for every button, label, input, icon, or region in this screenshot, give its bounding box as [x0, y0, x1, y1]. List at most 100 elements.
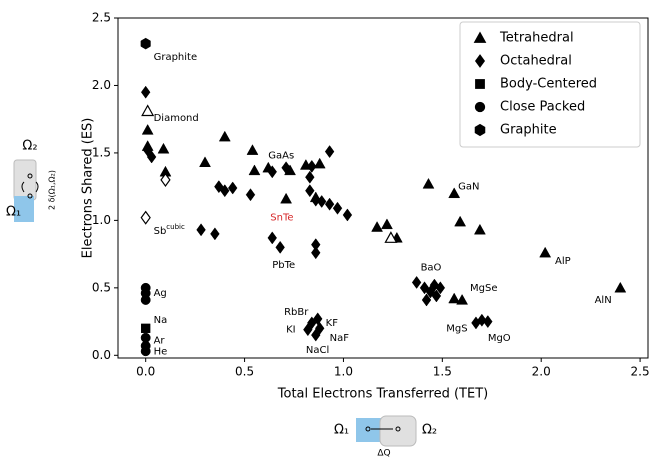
annotation: GaAs — [268, 151, 294, 162]
annotation-text: SnTe — [270, 213, 293, 224]
annotation-text: GaAs — [268, 151, 294, 162]
inset-label: ΔQ — [377, 449, 390, 459]
inset-dot — [27, 173, 33, 179]
point — [141, 123, 154, 135]
point — [332, 201, 343, 215]
annotation: BaO — [421, 263, 442, 274]
point — [483, 315, 493, 329]
annotation-text: GaN — [458, 182, 479, 193]
point — [303, 323, 313, 337]
point — [384, 231, 398, 243]
inset-dot — [395, 426, 401, 432]
point — [421, 293, 432, 307]
x-tick-label: 0.0 — [136, 365, 155, 379]
legend-marker — [474, 54, 486, 68]
point — [316, 195, 327, 208]
point — [324, 145, 335, 159]
point — [431, 289, 442, 303]
point — [311, 246, 321, 260]
inset-label: Ω₂ — [22, 139, 37, 154]
annotation: Diamond — [154, 113, 199, 124]
annotation: GaN — [458, 182, 479, 193]
point — [307, 159, 317, 173]
annotation-text: NaF — [330, 333, 350, 344]
annotation-text: MgO — [488, 333, 511, 344]
annotation: MgO — [488, 333, 511, 344]
annotation: RbBr — [284, 307, 309, 318]
point — [435, 281, 446, 295]
point — [220, 184, 230, 198]
point — [140, 346, 151, 357]
annotation: Ar — [154, 335, 166, 346]
legend-marker — [475, 79, 485, 89]
inset-label: Ω₂ — [422, 423, 437, 438]
annotation: He — [154, 346, 168, 357]
annotation-text: MgSe — [470, 283, 497, 294]
point — [324, 197, 335, 211]
point — [422, 177, 435, 189]
annotation-text: AlP — [555, 256, 571, 267]
point — [196, 223, 206, 237]
x-tick-label: 0.5 — [235, 365, 254, 379]
annotation: AlP — [555, 256, 571, 267]
point — [140, 37, 151, 50]
legend-marker — [474, 123, 486, 137]
annotation-text: AlN — [595, 295, 612, 306]
point — [411, 275, 422, 289]
annotation: Sbcubic — [154, 223, 185, 237]
inset-label: Ω₁ — [6, 205, 21, 220]
legend-box — [459, 21, 641, 148]
point — [305, 170, 315, 184]
point — [267, 231, 277, 245]
annotation-text: Ag — [154, 288, 167, 299]
y-axis-label: Electrons Shared (ES) — [81, 118, 96, 259]
annotation-text: KI — [286, 325, 296, 336]
point — [539, 246, 552, 258]
y-tick-label: 0.5 — [92, 280, 111, 294]
annotation-text: MgS — [446, 323, 467, 334]
annotation-text: NaCl — [306, 345, 329, 356]
inset-dot — [365, 426, 371, 432]
point — [140, 295, 151, 305]
annotation-text: Sb — [154, 226, 167, 237]
point — [381, 218, 393, 230]
point — [140, 210, 151, 225]
annotation-text: BaO — [421, 263, 442, 274]
point — [160, 172, 171, 187]
legend-label: Graphite — [500, 123, 557, 138]
annotation: NaF — [330, 333, 350, 344]
x-tick-label: 2.5 — [631, 365, 650, 379]
inset-arrow — [21, 181, 39, 193]
annotation: KF — [326, 318, 339, 329]
point — [199, 156, 211, 168]
inset-label: Ω₁ — [334, 423, 349, 438]
inset-label: 2 δ(Ω₁,Ω₂) — [48, 170, 57, 210]
point — [448, 187, 461, 199]
point — [210, 227, 220, 241]
annotation-text: Graphite — [154, 52, 198, 63]
annotation-text: KF — [326, 318, 339, 329]
annotation: MgSe — [470, 283, 497, 294]
legend-marker — [473, 31, 487, 43]
legend: Tetrahedral Octahedral Body-Centered Close … — [459, 21, 641, 148]
point — [448, 292, 461, 304]
y-tick-label: 2.5 — [92, 11, 111, 25]
point — [313, 157, 326, 169]
inset-box — [13, 159, 37, 201]
point — [473, 223, 486, 235]
point — [281, 161, 291, 175]
point — [248, 164, 261, 176]
point — [157, 142, 170, 154]
point — [140, 85, 151, 99]
point — [614, 281, 627, 293]
annotation-text: RbBr — [284, 307, 309, 318]
annotation: AlN — [595, 295, 612, 306]
annotation: Na — [154, 315, 168, 326]
point — [245, 188, 256, 202]
annotation-text: He — [154, 346, 168, 357]
inset-box — [14, 196, 34, 222]
y-tick-label: 2.0 — [92, 78, 111, 92]
bottom-inset: Ω₁ Ω₂ ΔQ — [334, 415, 437, 459]
x-axis-label: Total Electrons Transferred (TET) — [277, 387, 488, 402]
